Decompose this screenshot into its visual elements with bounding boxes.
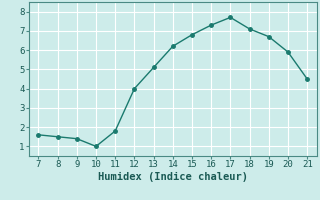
X-axis label: Humidex (Indice chaleur): Humidex (Indice chaleur)	[98, 172, 248, 182]
